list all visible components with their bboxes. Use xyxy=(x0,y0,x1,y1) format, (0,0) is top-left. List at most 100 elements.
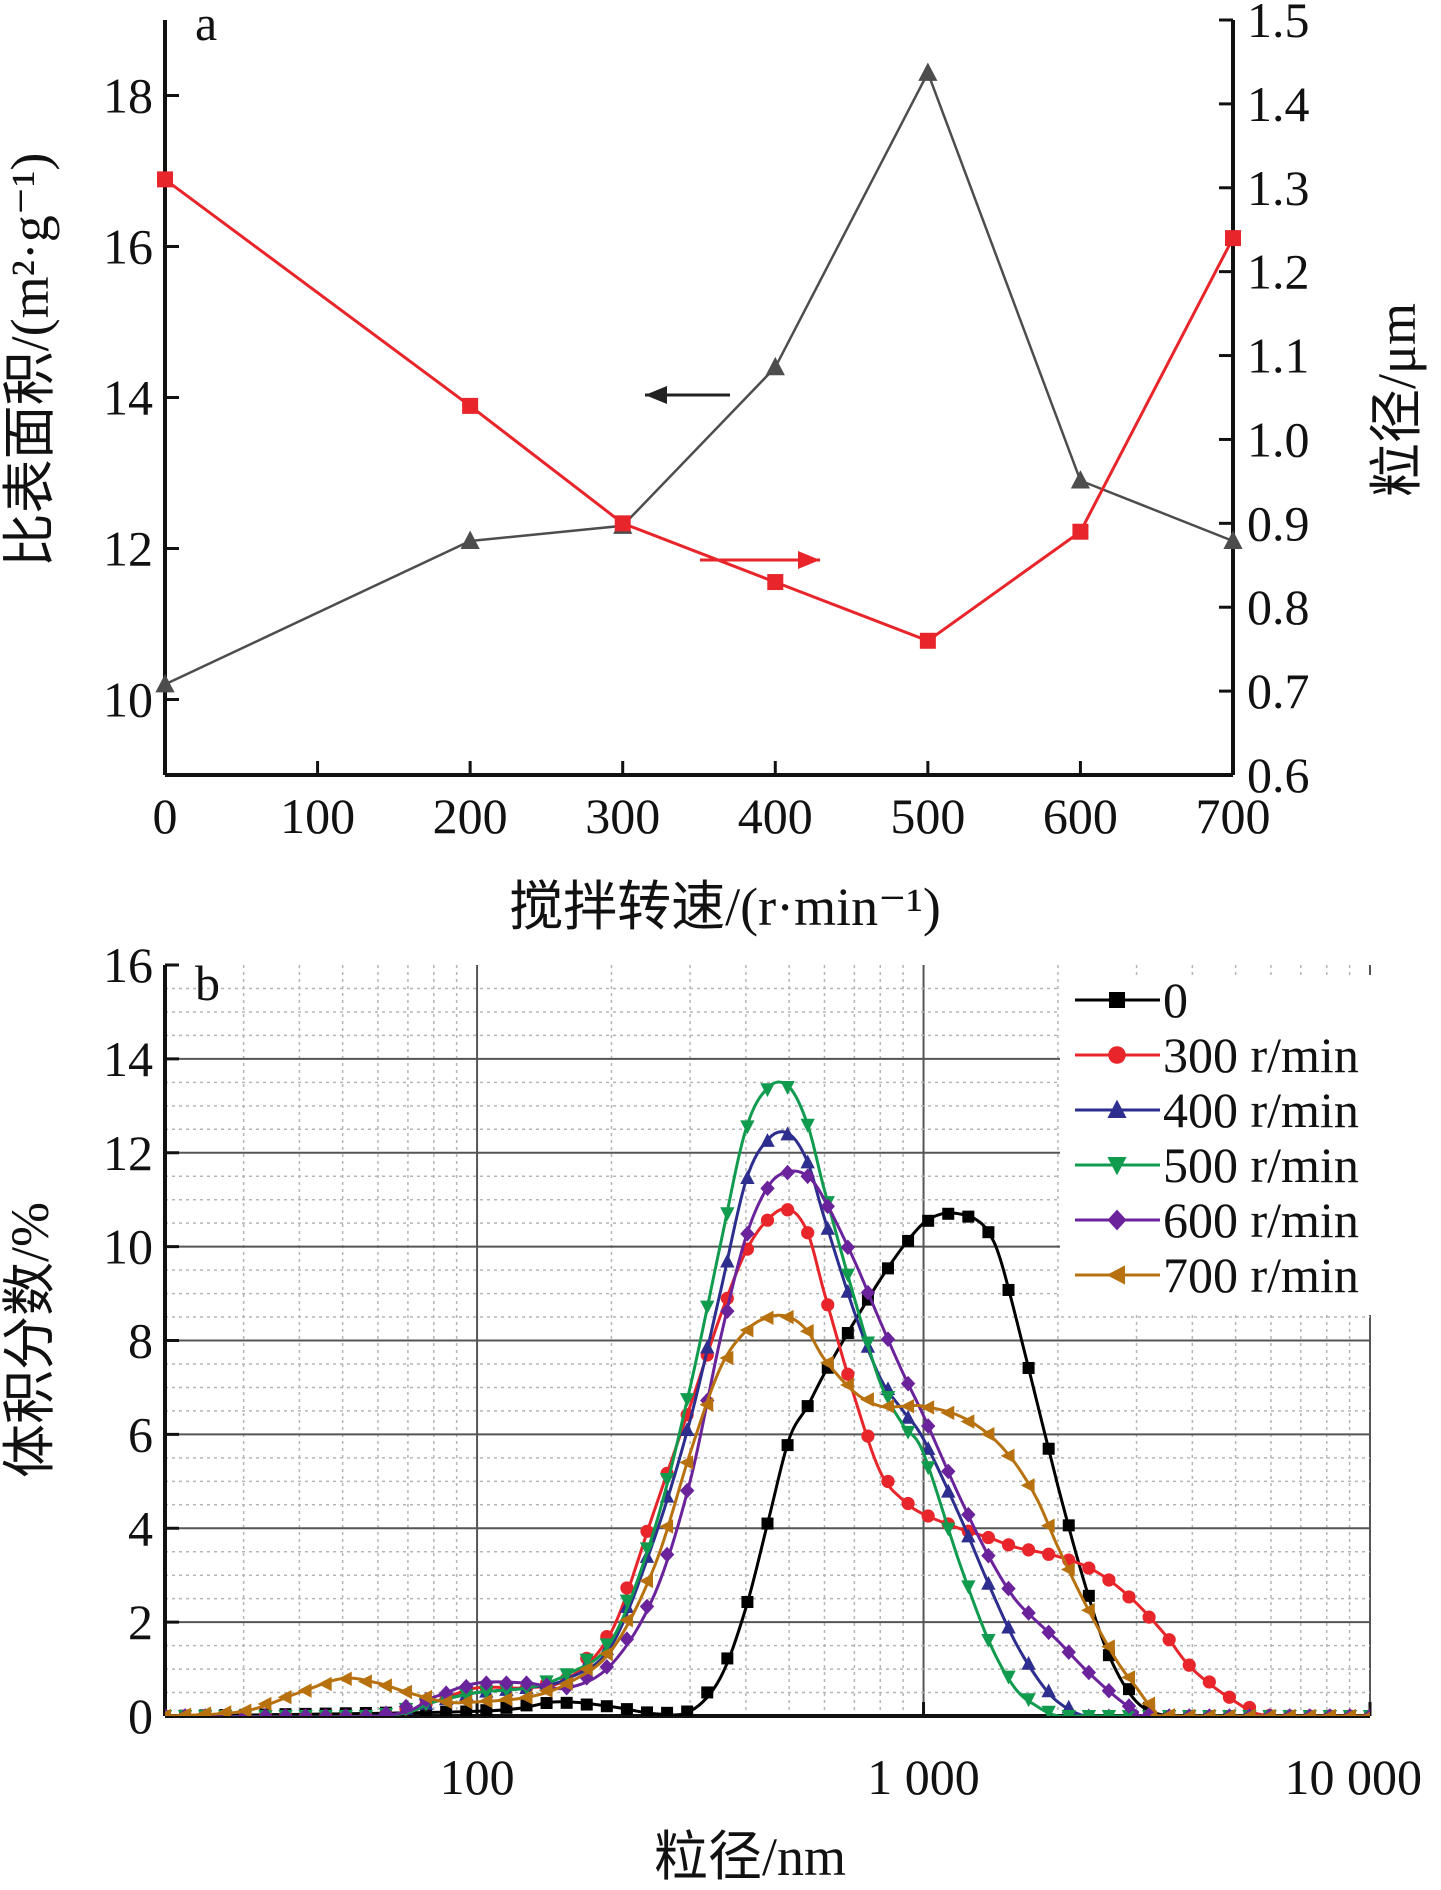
panel-a-series xyxy=(155,62,1243,693)
right-tick-label: 1.5 xyxy=(1247,0,1310,48)
series-right-marker xyxy=(157,171,173,188)
legend-300-r-min-marker xyxy=(1108,1046,1126,1064)
series-700-r-min-marker xyxy=(1261,1708,1276,1716)
series-600-r-min-marker xyxy=(740,1225,755,1242)
series-700-r-min-marker xyxy=(1020,1478,1035,1493)
series-300-r-min-marker xyxy=(821,1298,835,1312)
panel-b-x-tick-label: 1 000 xyxy=(867,1749,980,1805)
series-700-r-min-marker xyxy=(1121,1670,1135,1685)
panel-b-letter: b xyxy=(195,955,220,1011)
series-0-marker xyxy=(1042,1442,1055,1455)
x-tick-label: 0 xyxy=(153,788,178,844)
series-0-marker xyxy=(741,1595,754,1608)
series-600-r-min-marker xyxy=(1121,1698,1137,1714)
series-right-line xyxy=(164,178,1235,643)
series-700-r-min-marker xyxy=(719,1350,734,1366)
series-700-r-min-marker xyxy=(1322,1708,1336,1716)
series-700-r-min-marker xyxy=(659,1519,674,1534)
series-700-r-min-marker xyxy=(599,1646,613,1662)
series-500-r-min-marker xyxy=(700,1300,715,1315)
series-left-marker xyxy=(1070,470,1091,489)
series-700-r-min-curve xyxy=(165,1313,1370,1716)
series-700-r-min-marker xyxy=(197,1706,212,1716)
series-700-r-min-marker xyxy=(759,1310,774,1325)
series-700-r-min-marker xyxy=(779,1309,794,1325)
series-0-marker xyxy=(560,1696,573,1709)
series-600-r-min-marker xyxy=(1041,1624,1056,1641)
series-0-marker xyxy=(1082,1589,1095,1602)
panel-b-y-tick-label: 6 xyxy=(128,1406,153,1462)
legend-0-label: 0 xyxy=(1163,972,1188,1028)
series-700-r-min-marker xyxy=(1342,1708,1356,1716)
right-tick-label: 1.3 xyxy=(1247,160,1310,216)
series-300-r-min-marker xyxy=(1042,1547,1056,1561)
series-400-r-min-marker xyxy=(740,1170,755,1185)
panel-b-y-tick-label: 14 xyxy=(103,1031,153,1087)
series-300-r-min-marker xyxy=(801,1226,815,1240)
series-0-marker xyxy=(841,1327,854,1340)
x-tick-label: 400 xyxy=(738,788,813,844)
series-600-r-min-marker xyxy=(358,1708,374,1716)
series-400-r-min-marker xyxy=(900,1409,916,1424)
panel-b-y-tick-label: 16 xyxy=(103,937,153,993)
series-0-marker xyxy=(962,1210,975,1223)
series-500-r-min-marker xyxy=(1101,1710,1117,1716)
series-300-r-min-marker xyxy=(780,1203,795,1217)
panel-b-y-tick-label: 0 xyxy=(128,1688,153,1744)
left-tick-label: 10 xyxy=(103,672,153,728)
series-700-r-min-marker xyxy=(398,1684,412,1700)
series-0-marker xyxy=(500,1701,513,1714)
series-700-r-min-marker xyxy=(498,1692,513,1707)
series-0-marker xyxy=(440,1705,453,1716)
series-right-marker xyxy=(1225,230,1241,247)
series-left-marker xyxy=(155,674,175,693)
panel-a-right-axis-label: 粒径/μm xyxy=(1367,303,1427,497)
series-700-r-min-marker xyxy=(1141,1696,1156,1711)
series-700-r-min-marker xyxy=(1362,1711,1370,1716)
series-500-r-min-marker xyxy=(1021,1693,1036,1708)
right-tick-label: 0.7 xyxy=(1247,663,1310,719)
series-300-r-min-marker xyxy=(1162,1633,1176,1647)
legend-700-r-min-marker xyxy=(1106,1265,1125,1285)
series-300-r-min-marker xyxy=(760,1213,775,1227)
series-500-r-min-marker xyxy=(1041,1705,1056,1716)
series-0-marker xyxy=(761,1517,774,1530)
left-tick-label: 18 xyxy=(103,68,153,124)
series-500-r-min-marker xyxy=(1061,1710,1076,1716)
x-tick-label: 300 xyxy=(585,788,660,844)
legend-300-r-min-label: 300 r/min xyxy=(1163,1027,1359,1083)
series-0-marker xyxy=(801,1400,814,1413)
series-600-r-min-marker xyxy=(800,1168,815,1185)
series-700-r-min-marker xyxy=(1301,1708,1316,1716)
series-700-r-min-marker xyxy=(558,1676,573,1691)
series-700-r-min-marker xyxy=(177,1707,192,1716)
series-600-r-min-marker xyxy=(780,1164,795,1181)
series-300-r-min-marker xyxy=(1202,1675,1216,1689)
series-300-r-min-marker xyxy=(1222,1690,1237,1704)
series-600-r-min-marker xyxy=(679,1482,695,1499)
series-700-r-min-marker xyxy=(699,1397,714,1412)
series-700-r-min-marker xyxy=(900,1399,915,1414)
series-300-r-min-marker xyxy=(881,1474,895,1489)
series-0-marker xyxy=(600,1700,613,1713)
series-300-r-min-marker xyxy=(1182,1658,1196,1672)
series-600-r-min-marker xyxy=(880,1331,896,1348)
series-600-r-min-marker xyxy=(920,1418,936,1434)
series-600-r-min-marker xyxy=(961,1506,976,1523)
x-tick-label: 500 xyxy=(890,788,965,844)
series-400-r-min-marker xyxy=(981,1575,996,1590)
series-right-marker xyxy=(614,515,631,532)
panel-a-left-axis-label: 比表面积/(m²·g⁻¹) xyxy=(0,153,60,568)
series-700-r-min-marker xyxy=(378,1678,392,1693)
series-0-marker xyxy=(701,1686,714,1699)
series-300-r-min-marker xyxy=(1102,1573,1116,1587)
series-500-r-min-marker xyxy=(760,1083,775,1098)
series-700-r-min-marker xyxy=(920,1400,935,1415)
series-700-r-min-marker xyxy=(518,1690,533,1705)
series-600-r-min-marker xyxy=(479,1675,494,1691)
series-700-r-min-marker xyxy=(458,1694,473,1710)
series-0-marker xyxy=(942,1207,955,1220)
series-700-r-min-marker xyxy=(165,1708,171,1716)
series-700-r-min-marker xyxy=(358,1674,372,1689)
series-700-r-min-marker xyxy=(619,1612,633,1628)
